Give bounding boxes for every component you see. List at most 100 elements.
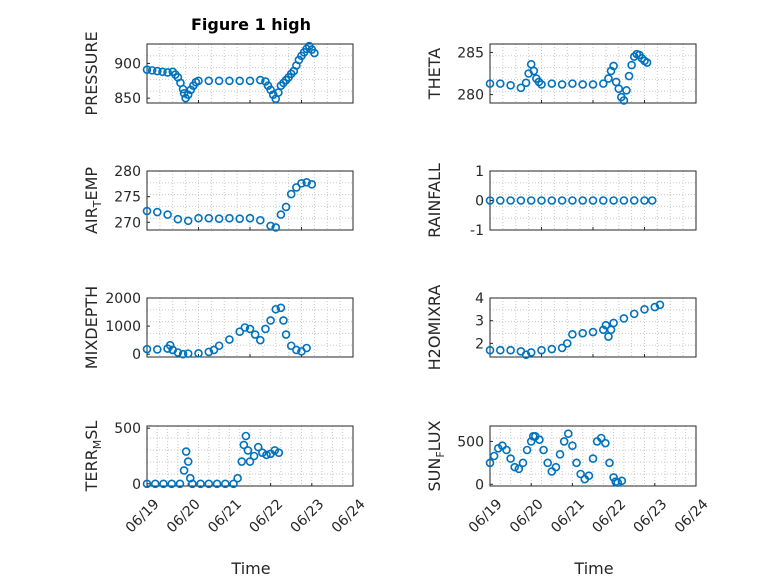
y-axis-label: TERRMSL <box>82 421 104 493</box>
data-point <box>255 215 265 225</box>
data-point <box>188 479 197 489</box>
data-point <box>614 84 624 93</box>
y-axis-label: H2OMIXRA <box>425 285 444 371</box>
data-point <box>225 76 234 86</box>
data-point <box>286 341 296 351</box>
data-point <box>489 451 499 461</box>
data-point <box>262 450 271 460</box>
data-point <box>245 76 255 86</box>
y-tick-label: 0 <box>475 477 484 493</box>
x-tick-label: 06/24 <box>672 496 712 536</box>
data-point <box>179 88 189 98</box>
data-point <box>281 330 291 339</box>
subplot-1: 850 900 PRESSURE <box>82 31 354 116</box>
data-point <box>233 473 242 483</box>
data-point <box>276 210 286 219</box>
data-point <box>302 343 311 353</box>
data-point <box>212 479 222 489</box>
data-point <box>642 58 652 67</box>
axes-box <box>489 170 697 231</box>
x-tick-label: 06/21 <box>205 496 245 536</box>
data-point <box>495 79 505 88</box>
data-point <box>563 429 573 439</box>
data-point <box>250 330 260 339</box>
data-point <box>194 349 203 358</box>
data-point <box>655 300 665 310</box>
y-tick-label: 0 <box>132 477 141 493</box>
y-tick-label: 270 <box>114 215 141 231</box>
data-point <box>650 302 660 312</box>
data-point <box>485 458 495 468</box>
data-point <box>274 448 284 457</box>
data-point <box>281 202 291 212</box>
data-point <box>225 335 234 344</box>
data-point <box>526 196 536 205</box>
data-point <box>302 177 311 187</box>
data-point <box>147 66 157 75</box>
data-point <box>253 442 263 452</box>
x-tick-label: 06/22 <box>246 496 286 536</box>
data-point <box>271 223 281 232</box>
data-point <box>609 318 618 328</box>
data-point <box>240 323 250 332</box>
subplot-3: 270 275 280 AIRTEMP <box>82 164 354 234</box>
data-point <box>547 196 557 205</box>
data-point <box>516 83 526 93</box>
data-point <box>196 479 205 489</box>
data-point <box>539 445 548 455</box>
data-point <box>292 183 301 192</box>
data-point <box>568 441 577 451</box>
data-point <box>613 478 623 487</box>
data-point <box>596 433 606 443</box>
axes-box <box>489 43 697 104</box>
y-tick-label: -1 <box>470 223 484 239</box>
data-point <box>588 327 598 337</box>
data-point <box>555 449 565 459</box>
data-point <box>557 343 567 353</box>
data-point <box>235 327 244 337</box>
x-axis-label-right: Time <box>573 559 613 578</box>
y-axis-label: PRESSURE <box>82 31 101 115</box>
data-point <box>617 476 627 486</box>
data-point <box>239 440 249 450</box>
y-axis-label: RAINFALL <box>425 163 444 238</box>
data-point <box>627 60 636 70</box>
y-tick-label: 280 <box>457 88 484 104</box>
data-point <box>619 96 629 105</box>
data-point <box>142 65 152 74</box>
subplot-7: 0 500 06/19 06/20 06/21 06/22 06/23 06/24 TERRMS… <box>82 421 369 537</box>
y-tick-label: 500 <box>114 421 141 437</box>
x-tick-label: 06/19 <box>466 496 506 536</box>
data-point <box>568 79 577 88</box>
data-point <box>588 454 598 463</box>
data-point <box>204 347 214 357</box>
data-point <box>485 79 495 88</box>
data-point <box>204 479 214 489</box>
data-point <box>245 324 255 334</box>
y-axis-label: THETA <box>425 48 444 100</box>
data-point <box>153 66 162 76</box>
data-point <box>178 349 188 359</box>
data-point <box>158 67 167 77</box>
y-tick-label: 285 <box>457 45 484 61</box>
y-axis-label: AIRTEMP <box>82 167 104 234</box>
data-point <box>167 479 177 489</box>
y-tick-label: 900 <box>114 56 141 72</box>
data-point <box>270 446 280 455</box>
data-point <box>576 469 585 479</box>
data-point <box>537 345 546 355</box>
data-point <box>204 213 214 223</box>
axes-box <box>146 297 354 358</box>
data-point <box>619 314 629 323</box>
data-point <box>506 81 515 90</box>
data-point <box>562 339 572 348</box>
data-point <box>506 454 515 463</box>
data-point <box>584 471 594 481</box>
data-point <box>604 332 613 341</box>
data-point <box>629 52 639 61</box>
data-point <box>142 344 152 354</box>
x-tick-label: 06/20 <box>164 496 204 536</box>
data-point <box>271 304 281 314</box>
data-point <box>647 196 657 205</box>
data-point <box>153 207 162 217</box>
